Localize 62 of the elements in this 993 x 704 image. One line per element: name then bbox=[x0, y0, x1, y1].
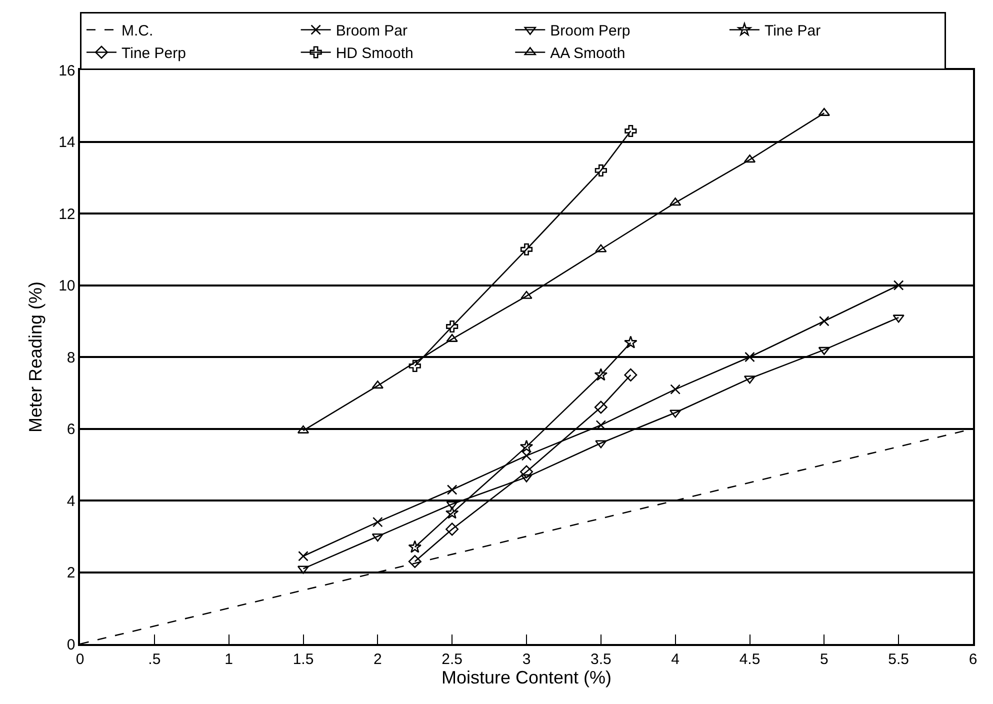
point bbox=[596, 420, 606, 430]
y-tick-label: 16 bbox=[58, 62, 76, 80]
point bbox=[446, 501, 458, 510]
legend-label: Broom Perp bbox=[550, 22, 630, 40]
legend-label: M.C. bbox=[122, 22, 154, 40]
legend-label: Broom Par bbox=[336, 22, 408, 40]
x-tick-label: 6 bbox=[968, 650, 978, 668]
x-tick-label: 3 bbox=[522, 650, 531, 668]
point bbox=[624, 368, 638, 382]
point bbox=[893, 280, 904, 290]
point bbox=[408, 360, 421, 372]
point bbox=[520, 474, 532, 482]
legend-label: AA Smooth bbox=[550, 45, 626, 62]
point bbox=[408, 540, 422, 553]
point bbox=[298, 550, 308, 562]
y-tick-label: 10 bbox=[58, 278, 76, 294]
y-tick-label: 0 bbox=[66, 636, 76, 654]
x-tick-label: 5 bbox=[820, 650, 828, 668]
point bbox=[372, 533, 384, 542]
point bbox=[520, 440, 534, 452]
legend-label: Tine Par bbox=[764, 22, 821, 40]
legend-label: Tine Perp bbox=[122, 45, 186, 62]
y-tick-label: 2 bbox=[66, 564, 76, 582]
point bbox=[624, 124, 637, 138]
point bbox=[446, 484, 458, 495]
x-tick-label: 2 bbox=[374, 650, 382, 668]
x-tick-label: 4.5 bbox=[739, 650, 760, 668]
y-axis-title: Meter Reading (%) bbox=[25, 281, 46, 433]
point bbox=[595, 440, 607, 448]
x-axis-title: Moisture Content (%) bbox=[441, 668, 612, 688]
point bbox=[520, 243, 533, 256]
point bbox=[520, 290, 532, 299]
point bbox=[744, 352, 755, 362]
x-tick-label: 1 bbox=[224, 650, 233, 668]
point bbox=[520, 465, 533, 478]
point bbox=[624, 336, 638, 348]
point bbox=[594, 164, 607, 176]
point bbox=[521, 450, 532, 461]
y-tick-label: 14 bbox=[58, 134, 76, 151]
x-tick-label: .5 bbox=[148, 650, 161, 668]
point bbox=[892, 314, 904, 323]
x-tick-label: 2.5 bbox=[442, 650, 463, 668]
x-tick-label: 1.5 bbox=[292, 650, 314, 668]
y-tick-label: 12 bbox=[58, 206, 76, 223]
y-tick-label: 6 bbox=[66, 421, 76, 438]
point bbox=[372, 516, 383, 528]
x-tick-label: 3.5 bbox=[590, 650, 612, 668]
point bbox=[670, 384, 680, 394]
point bbox=[819, 316, 830, 326]
point bbox=[594, 400, 608, 414]
point bbox=[446, 334, 458, 342]
y-tick-label: 4 bbox=[66, 492, 76, 510]
point bbox=[446, 522, 459, 536]
point bbox=[408, 554, 422, 568]
point bbox=[445, 506, 459, 519]
point bbox=[594, 368, 608, 381]
x-tick-label: 5.5 bbox=[888, 650, 910, 668]
y-tick-label: 8 bbox=[66, 349, 76, 366]
point bbox=[446, 320, 458, 333]
legend-label: HD Smooth bbox=[336, 45, 414, 62]
x-tick-label: 4 bbox=[671, 650, 680, 668]
point bbox=[595, 244, 607, 252]
